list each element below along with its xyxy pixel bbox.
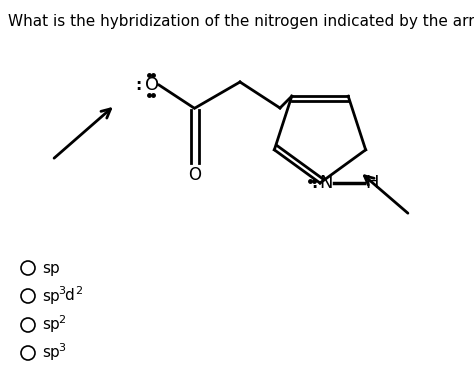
Text: sp: sp <box>42 317 60 333</box>
Text: 2: 2 <box>58 315 65 325</box>
Text: 2: 2 <box>75 286 82 296</box>
Text: :: : <box>311 176 317 190</box>
Text: :: : <box>135 78 141 92</box>
Text: sp: sp <box>42 346 60 360</box>
Text: O: O <box>189 166 201 184</box>
Text: O: O <box>145 76 159 94</box>
Text: 3: 3 <box>58 343 65 353</box>
Text: N: N <box>319 174 333 192</box>
Text: d: d <box>64 289 74 303</box>
Text: What is the hybridization of the nitrogen indicated by the arrow?: What is the hybridization of the nitroge… <box>8 14 474 29</box>
Text: 3: 3 <box>58 286 65 296</box>
Text: H: H <box>365 174 379 192</box>
Text: sp: sp <box>42 261 60 275</box>
Text: sp: sp <box>42 289 60 303</box>
